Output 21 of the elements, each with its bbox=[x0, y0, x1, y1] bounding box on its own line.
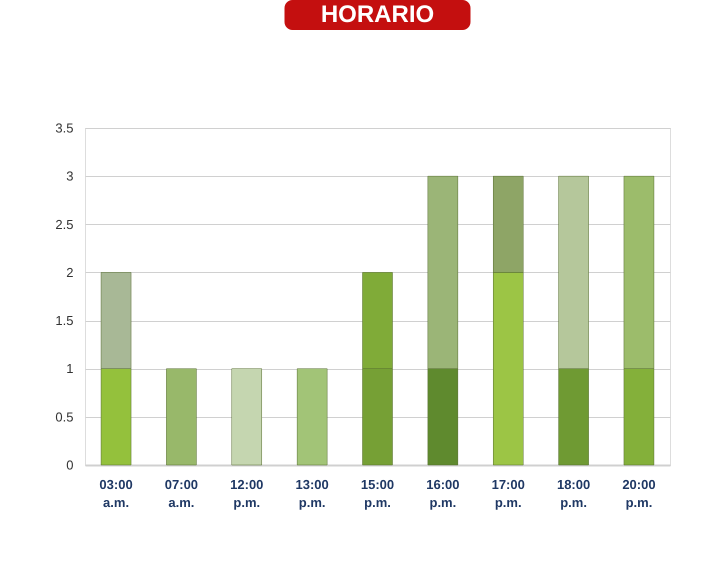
y-tick-label: 0 bbox=[66, 458, 74, 472]
y-tick-label: 1 bbox=[66, 361, 74, 376]
x-tick-label: 03:00 a.m. bbox=[99, 477, 133, 510]
y-tick-label: 2 bbox=[66, 264, 74, 280]
y-tick-label: 3.5 bbox=[55, 120, 74, 136]
x-tick-label: 18:00 p.m. bbox=[556, 477, 590, 510]
x-tick-label: 07:00 a.m. bbox=[164, 477, 198, 510]
x-tick-label: 12:00 p.m. bbox=[230, 477, 264, 510]
bar bbox=[232, 368, 262, 466]
x-tick-label: 13:00 p.m. bbox=[296, 477, 329, 510]
y-tick-label: 2.5 bbox=[55, 216, 74, 232]
bar bbox=[296, 368, 328, 466]
bar bbox=[166, 368, 197, 466]
x-tick-label: 15:00 p.m. bbox=[360, 477, 394, 510]
y-tick-label: 1.5 bbox=[55, 313, 74, 328]
chart-title: HORARIO bbox=[320, 1, 434, 28]
x-tick-label: 16:00 p.m. bbox=[426, 477, 460, 510]
y-tick-label: 0.5 bbox=[55, 409, 74, 424]
x-tick-label: 20:00 p.m. bbox=[622, 477, 656, 510]
x-tick-label: 17:00 p.m. bbox=[492, 477, 525, 510]
y-tick-label: 3 bbox=[66, 168, 74, 184]
